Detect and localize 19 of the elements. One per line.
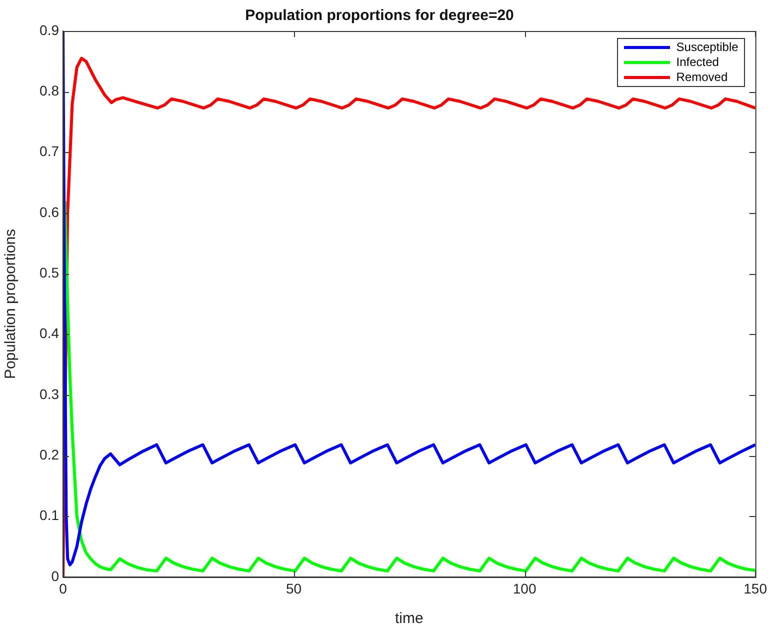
legend-label: Removed [676,70,728,85]
x-tick-label: 150 [744,580,768,596]
y-tick-label: 0.6 [40,204,60,220]
y-tick-label: 0.1 [40,507,60,524]
chart-title: Population proportions for degree=20 [245,7,514,24]
legend-label: Susceptible [676,40,738,55]
y-tick-label: 0.9 [40,22,60,38]
y-tick-label: 0.8 [40,82,60,99]
y-tick-label: 0 [51,568,60,584]
x-axis-title: time [394,610,424,628]
y-tick-label: 0.3 [40,386,60,402]
y-tick-label: 0.5 [40,264,60,281]
y-tick-label: 0.2 [40,446,60,463]
y-axis-title: Population proportions [2,228,20,380]
legend-label: Infected [676,55,719,70]
y-tick-label: 0.4 [40,325,60,342]
x-tick-label: 100 [512,580,536,596]
x-tick-label: 50 [286,580,302,596]
y-tick-label: 0.7 [40,143,60,160]
